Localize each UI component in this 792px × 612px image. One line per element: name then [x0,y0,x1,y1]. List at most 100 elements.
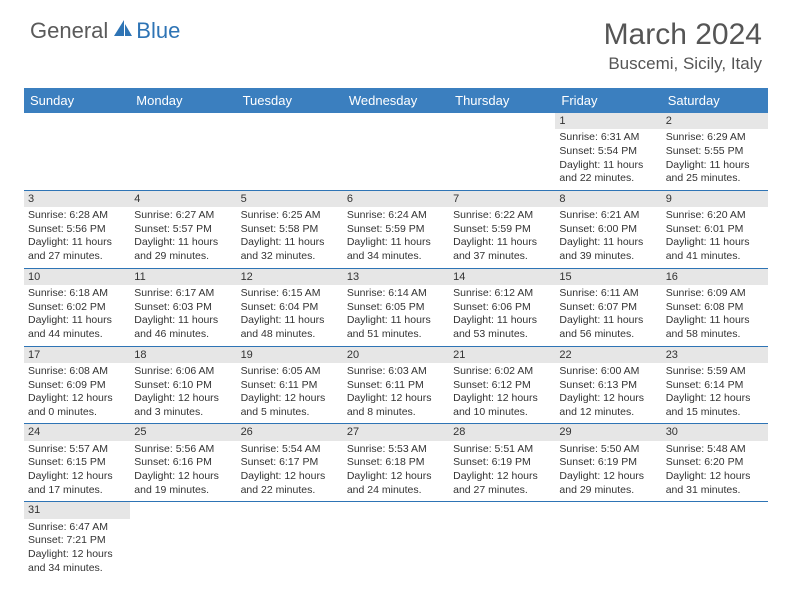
title-block: March 2024 Buscemi, Sicily, Italy [604,18,762,74]
sunset-line: Sunset: 6:08 PM [666,301,764,315]
day-cell: 15Sunrise: 6:11 AMSunset: 6:07 PMDayligh… [555,269,661,346]
sunset-line: Sunset: 5:59 PM [453,223,551,237]
sunrise-line: Sunrise: 5:50 AM [559,443,657,457]
week-row: 17Sunrise: 6:08 AMSunset: 6:09 PMDayligh… [24,347,768,425]
day-number: 11 [130,269,236,285]
sunset-line: Sunset: 6:05 PM [347,301,445,315]
logo-text-2: Blue [136,18,180,44]
day-number: 25 [130,424,236,440]
calendar: SundayMondayTuesdayWednesdayThursdayFrid… [24,88,768,579]
day-number: 8 [555,191,661,207]
daylight-line: Daylight: 11 hours and 22 minutes. [559,159,657,186]
day-cell: 10Sunrise: 6:18 AMSunset: 6:02 PMDayligh… [24,269,130,346]
daylight-line: Daylight: 11 hours and 48 minutes. [241,314,339,341]
sunrise-line: Sunrise: 6:09 AM [666,287,764,301]
daylight-line: Daylight: 12 hours and 27 minutes. [453,470,551,497]
empty-cell [555,502,661,579]
daylight-line: Daylight: 12 hours and 12 minutes. [559,392,657,419]
sunrise-line: Sunrise: 6:15 AM [241,287,339,301]
day-number: 5 [237,191,343,207]
day-cell: 11Sunrise: 6:17 AMSunset: 6:03 PMDayligh… [130,269,236,346]
sunrise-line: Sunrise: 6:28 AM [28,209,126,223]
daylight-line: Daylight: 11 hours and 29 minutes. [134,236,232,263]
empty-cell [662,502,768,579]
day-header-friday: Friday [555,88,661,113]
day-number: 15 [555,269,661,285]
sunset-line: Sunset: 6:20 PM [666,456,764,470]
sunset-line: Sunset: 6:19 PM [453,456,551,470]
day-header-thursday: Thursday [449,88,555,113]
day-number: 28 [449,424,555,440]
sunrise-line: Sunrise: 6:47 AM [28,521,126,535]
sunrise-line: Sunrise: 6:29 AM [666,131,764,145]
day-cell: 31Sunrise: 6:47 AMSunset: 7:21 PMDayligh… [24,502,130,579]
day-cell: 28 Sunrise: 5:51 AMSunset: 6:19 PMDayligh… [449,424,555,501]
day-cell: 16Sunrise: 6:09 AMSunset: 6:08 PMDayligh… [662,269,768,346]
sunset-line: Sunset: 6:14 PM [666,379,764,393]
empty-cell [343,502,449,579]
sunrise-line: Sunrise: 5:51 AM [453,443,551,457]
day-number: 7 [449,191,555,207]
daylight-line: Daylight: 11 hours and 58 minutes. [666,314,764,341]
day-cell: 8Sunrise: 6:21 AMSunset: 6:00 PMDaylight… [555,191,661,268]
sunset-line: Sunset: 6:15 PM [28,456,126,470]
week-row: 24Sunrise: 5:57 AMSunset: 6:15 PMDayligh… [24,424,768,502]
empty-cell [449,502,555,579]
day-cell: 13Sunrise: 6:14 AMSunset: 6:05 PMDayligh… [343,269,449,346]
sunset-line: Sunset: 5:55 PM [666,145,764,159]
day-number: 1 [555,113,661,129]
daylight-line: Daylight: 12 hours and 24 minutes. [347,470,445,497]
day-cell: 26Sunrise: 5:54 AMSunset: 6:17 PMDayligh… [237,424,343,501]
daylight-line: Daylight: 11 hours and 34 minutes. [347,236,445,263]
sunrise-line: Sunrise: 5:57 AM [28,443,126,457]
sunset-line: Sunset: 5:58 PM [241,223,339,237]
daylight-line: Daylight: 12 hours and 10 minutes. [453,392,551,419]
empty-cell [130,502,236,579]
sunrise-line: Sunrise: 6:03 AM [347,365,445,379]
sunrise-line: Sunrise: 5:59 AM [666,365,764,379]
day-cell: 4Sunrise: 6:27 AMSunset: 5:57 PMDaylight… [130,191,236,268]
empty-cell [24,113,130,190]
sunrise-line: Sunrise: 6:05 AM [241,365,339,379]
day-number: 6 [343,191,449,207]
day-number: 27 [343,424,449,440]
day-cell: 23Sunrise: 5:59 AMSunset: 6:14 PMDayligh… [662,347,768,424]
day-cell: 30Sunrise: 5:48 AMSunset: 6:20 PMDayligh… [662,424,768,501]
day-cell: 6Sunrise: 6:24 AMSunset: 5:59 PMDaylight… [343,191,449,268]
logo-text-1: General [30,18,108,44]
sunset-line: Sunset: 6:00 PM [559,223,657,237]
header: General Blue March 2024 Buscemi, Sicily,… [0,0,792,80]
daylight-line: Daylight: 11 hours and 32 minutes. [241,236,339,263]
day-cell: 5Sunrise: 6:25 AMSunset: 5:58 PMDaylight… [237,191,343,268]
sunrise-line: Sunrise: 6:31 AM [559,131,657,145]
empty-cell [449,113,555,190]
sunrise-line: Sunrise: 6:27 AM [134,209,232,223]
day-number: 30 [662,424,768,440]
sunset-line: Sunset: 6:11 PM [347,379,445,393]
logo: General Blue [30,18,180,44]
sunrise-line: Sunrise: 6:14 AM [347,287,445,301]
daylight-line: Daylight: 12 hours and 8 minutes. [347,392,445,419]
day-header-tuesday: Tuesday [237,88,343,113]
day-header-row: SundayMondayTuesdayWednesdayThursdayFrid… [24,88,768,113]
day-number: 17 [24,347,130,363]
day-cell: 27Sunrise: 5:53 AMSunset: 6:18 PMDayligh… [343,424,449,501]
sunrise-line: Sunrise: 6:02 AM [453,365,551,379]
day-number: 31 [24,502,130,518]
sunset-line: Sunset: 6:04 PM [241,301,339,315]
sunrise-line: Sunrise: 6:22 AM [453,209,551,223]
day-header-saturday: Saturday [662,88,768,113]
week-row: 31Sunrise: 6:47 AMSunset: 7:21 PMDayligh… [24,502,768,579]
sunrise-line: Sunrise: 6:17 AM [134,287,232,301]
sunset-line: Sunset: 6:19 PM [559,456,657,470]
day-number: 3 [24,191,130,207]
day-number: 20 [343,347,449,363]
sunset-line: Sunset: 6:07 PM [559,301,657,315]
empty-cell [237,502,343,579]
sunrise-line: Sunrise: 6:21 AM [559,209,657,223]
sunrise-line: Sunrise: 6:12 AM [453,287,551,301]
daylight-line: Daylight: 12 hours and 19 minutes. [134,470,232,497]
daylight-line: Daylight: 12 hours and 0 minutes. [28,392,126,419]
sunset-line: Sunset: 5:54 PM [559,145,657,159]
sunset-line: Sunset: 6:01 PM [666,223,764,237]
